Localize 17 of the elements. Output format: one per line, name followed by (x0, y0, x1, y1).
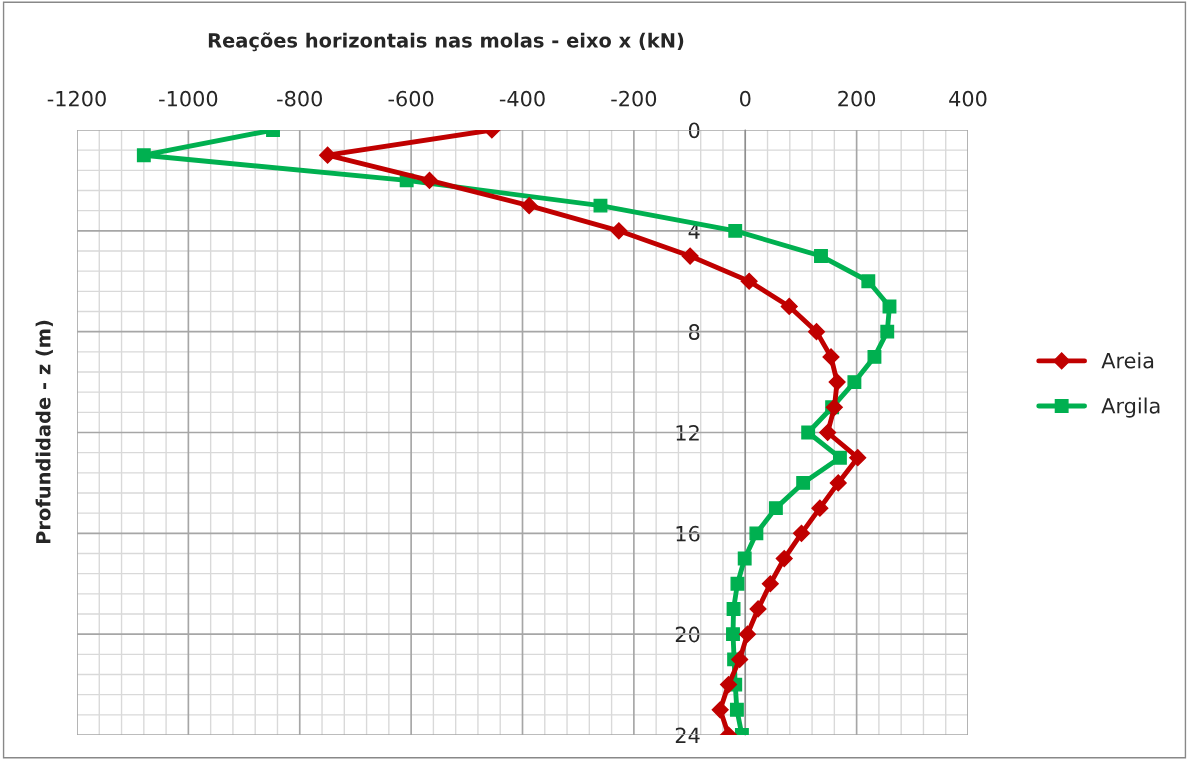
chart-title: Reações horizontais nas molas - eixo x (kN) (208, 32, 684, 52)
x-tick-label: -600 (388, 90, 434, 107)
y-tick-label: 20 (675, 626, 700, 643)
legend-label: Areia (1101, 352, 1154, 369)
x-tick-label: 400 (949, 90, 987, 107)
x-tick-label: -200 (611, 90, 657, 107)
y-tick-label: 24 (675, 727, 700, 743)
x-tick-label: -1000 (159, 90, 218, 107)
legend-label: Argila (1101, 397, 1160, 418)
y-tick-label: 0 (688, 122, 700, 139)
x-tick-label: -1200 (47, 90, 106, 107)
x-tick-label: -400 (499, 90, 545, 107)
x-tick-label: 200 (838, 90, 876, 107)
y-tick-label: 12 (676, 424, 699, 441)
y-axis-title: Profundidade - z (m) (35, 320, 53, 544)
x-tick-label: -800 (277, 90, 323, 107)
x-tick-label: 0 (740, 90, 751, 107)
